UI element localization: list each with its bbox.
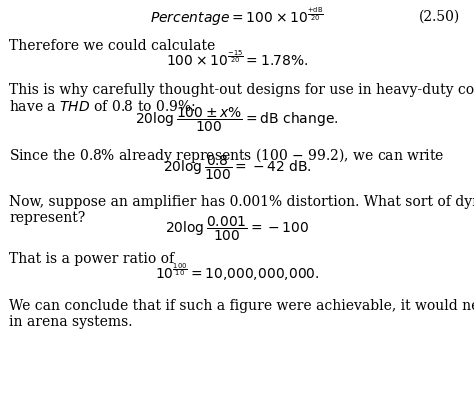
Text: $\mathit{Percentage} = 100 \times 10^{\frac{+\mathrm{dB}}{20}}$: $\mathit{Percentage} = 100 \times 10^{\f… — [150, 5, 324, 28]
Text: have a $\mathit{THD}$ of 0.8 to 0.9%:: have a $\mathit{THD}$ of 0.8 to 0.9%: — [9, 99, 197, 114]
Text: Now, suppose an amplifier has 0.001% distortion. What sort of dynamic range does: Now, suppose an amplifier has 0.001% dis… — [9, 194, 474, 208]
Text: $20 \log \dfrac{100 \pm x\%}{100} = \mathrm{dB\ change.}$: $20 \log \dfrac{100 \pm x\%}{100} = \mat… — [135, 106, 339, 134]
Text: $100 \times 10^{\frac{-15}{20}} = 1.78\%.$: $100 \times 10^{\frac{-15}{20}} = 1.78\%… — [166, 49, 308, 68]
Text: Since the 0.8% already represents (100 $-$ 99.2), we can write: Since the 0.8% already represents (100 $… — [9, 145, 445, 164]
Text: in arena systems.: in arena systems. — [9, 315, 133, 329]
Text: $10^{\frac{100}{10}} = 10{,}000{,}000{,}000.$: $10^{\frac{100}{10}} = 10{,}000{,}000{,}… — [155, 261, 319, 282]
Text: We can conclude that if such a figure were achievable, it would nevertheless not: We can conclude that if such a figure we… — [9, 298, 474, 312]
Text: $20 \log \dfrac{0.001}{100} = -100$: $20 \log \dfrac{0.001}{100} = -100$ — [165, 214, 309, 242]
Text: Therefore we could calculate: Therefore we could calculate — [9, 39, 216, 53]
Text: represent?: represent? — [9, 211, 86, 225]
Text: $20 \log \dfrac{0.8}{100} = -42\ \mathrm{dB.}$: $20 \log \dfrac{0.8}{100} = -42\ \mathrm… — [163, 153, 311, 181]
Text: That is a power ratio of: That is a power ratio of — [9, 251, 174, 265]
Text: This is why carefully thought-out designs for use in heavy-duty commercial sound: This is why carefully thought-out design… — [9, 83, 474, 97]
Text: (2.50): (2.50) — [419, 9, 460, 24]
